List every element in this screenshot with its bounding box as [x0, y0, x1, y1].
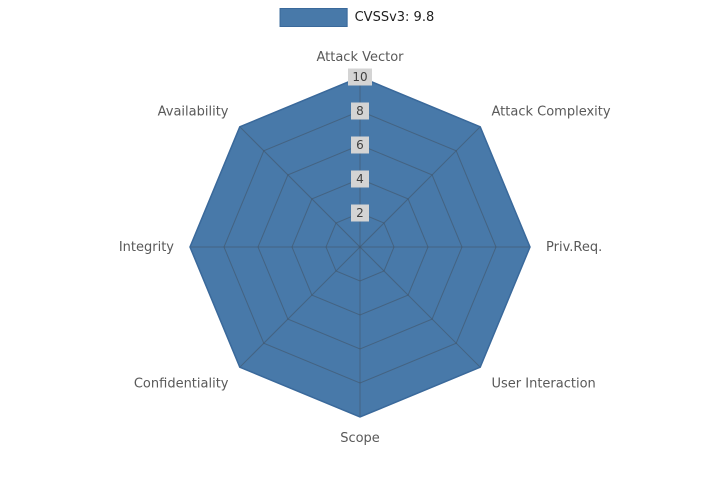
- radial-tick: 10: [348, 68, 372, 86]
- grid-spoke: [239, 126, 361, 248]
- axis-label: Confidentiality: [134, 377, 229, 392]
- axis-label: Integrity: [119, 240, 174, 255]
- axis-label: Attack Complexity: [492, 105, 611, 120]
- legend-swatch: [279, 8, 348, 27]
- series-outline: [189, 76, 531, 418]
- svg-text:2: 2: [356, 206, 364, 220]
- legend: CVSSv3: 9.8: [279, 8, 435, 27]
- svg-text:4: 4: [356, 172, 364, 186]
- radial-tick: 6: [351, 136, 369, 154]
- grid-spoke: [359, 126, 481, 248]
- radial-tick: 2: [351, 204, 369, 222]
- grid-spoke: [239, 246, 361, 368]
- axis-label: Availability: [158, 105, 229, 120]
- radial-tick: 4: [351, 170, 369, 188]
- svg-text:10: 10: [352, 70, 367, 84]
- legend-label: CVSSv3: 9.8: [354, 10, 435, 25]
- svg-text:8: 8: [356, 104, 364, 118]
- axis-label: Priv.Req.: [546, 240, 602, 255]
- radial-tick: 8: [351, 102, 369, 120]
- axis-label: Scope: [340, 431, 380, 446]
- grid-spoke: [359, 246, 481, 368]
- axis-label: User Interaction: [492, 377, 596, 392]
- axis-label: Attack Vector: [316, 50, 404, 65]
- svg-text:6: 6: [356, 138, 364, 152]
